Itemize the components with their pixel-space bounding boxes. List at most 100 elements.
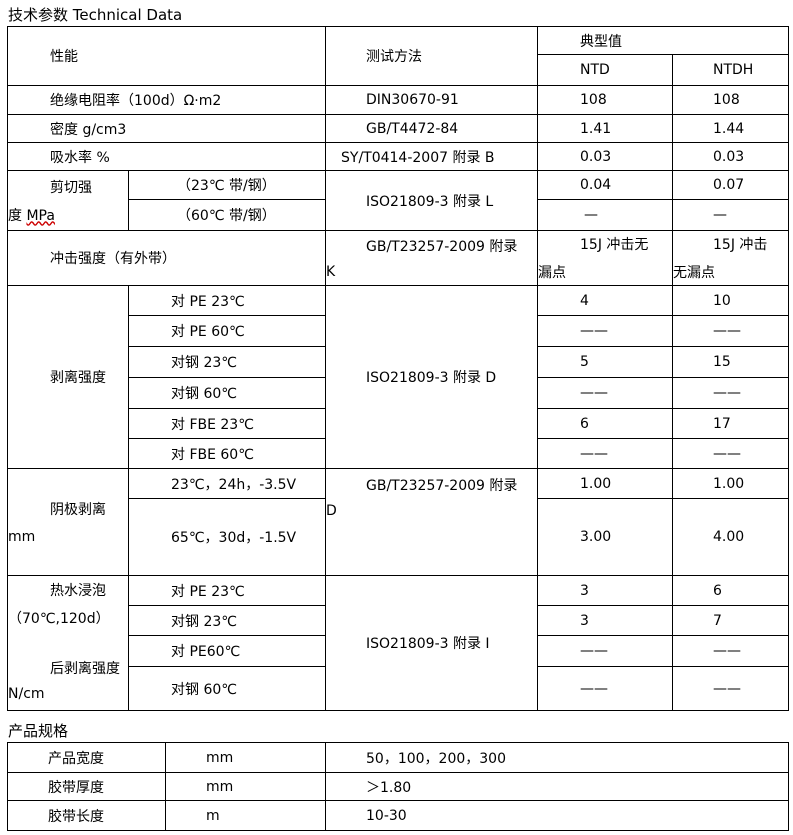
table-row: 对钢 60℃ —— —— bbox=[8, 666, 789, 711]
value-line: 15J 冲击 bbox=[713, 237, 768, 253]
spellcheck-underline: MPa bbox=[26, 207, 55, 224]
cathodic-property: 阴极剥离 mm bbox=[7, 468, 129, 576]
method-cell: GB/T4472-84 bbox=[325, 114, 538, 143]
ntdh-cell: 0.07 bbox=[672, 170, 789, 200]
table-row: 胶带长度 m 10-30 bbox=[7, 800, 789, 831]
condition-cell: 对 PE 60℃ bbox=[128, 315, 326, 347]
ntd-cell: —— bbox=[537, 377, 673, 409]
table-row: 对 FBE 60℃ —— —— bbox=[8, 438, 789, 469]
ntd-cell: 1.41 bbox=[537, 114, 673, 143]
ntd-cell: —— bbox=[537, 438, 673, 469]
ntdh-cell: —— bbox=[672, 438, 789, 469]
condition-cell: （23℃ 带/钢） bbox=[128, 170, 326, 200]
condition-cell: 对 PE60℃ bbox=[128, 635, 326, 667]
spec-value: 50，100，200，300 bbox=[325, 742, 789, 773]
ntdh-cell: 0.03 bbox=[672, 142, 789, 171]
header-typical: 典型值 bbox=[537, 26, 789, 55]
method-cell: ISO21809-3 附录 L bbox=[325, 170, 538, 231]
ntd-cell: 3 bbox=[537, 575, 673, 606]
property-cell: 绝缘电阻率（100d）Ω·m2 bbox=[7, 85, 326, 115]
ntdh-cell: 108 bbox=[672, 85, 789, 115]
method-line: GB/T23257-2009 附录 bbox=[366, 239, 518, 255]
condition-cell: 对钢 60℃ bbox=[128, 377, 326, 409]
ntdh-cell: —— bbox=[672, 377, 789, 409]
condition-cell: 23℃，24h，-3.5V bbox=[128, 468, 326, 499]
peel-property: 剥离强度 bbox=[7, 285, 129, 469]
ntd-cell: —— bbox=[537, 315, 673, 347]
hotwater-property: 热水浸泡 （70℃,120d） 后剥离强度 N/cm bbox=[7, 575, 129, 711]
ntd-cell: 15J 冲击无 漏点 bbox=[537, 230, 673, 286]
condition-cell: 对钢 23℃ bbox=[128, 605, 326, 636]
spec-value: 10-30 bbox=[325, 800, 789, 831]
property-cell: 密度 g/cm3 bbox=[7, 114, 326, 143]
table-row: 剥离强度 对 PE 23℃ ISO21809-3 附录 D 4 10 bbox=[7, 285, 789, 469]
section-title: 技术参数 Technical Data bbox=[8, 6, 183, 24]
ntd-cell: 108 bbox=[537, 85, 673, 115]
ntdh-cell: 4.00 bbox=[672, 498, 789, 576]
spec-unit: mm bbox=[165, 772, 326, 801]
property-line: 阴极剥离 bbox=[50, 502, 106, 518]
header-ntdh: NTDH bbox=[672, 54, 789, 86]
ntd-cell: 5 bbox=[537, 346, 673, 378]
value-line: 15J 冲击无 bbox=[580, 237, 649, 253]
ntd-cell: —— bbox=[537, 635, 673, 667]
method-cell: GB/T23257-2009 附录 D bbox=[325, 468, 538, 576]
table-row: 对 PE 60℃ —— —— bbox=[8, 315, 789, 347]
table-row: 吸水率 % SY/T0414-2007 附录 B 0.03 0.03 bbox=[7, 142, 789, 171]
spec-name: 产品宽度 bbox=[7, 742, 166, 773]
ntd-cell: — bbox=[537, 199, 673, 231]
condition-cell: 对 FBE 23℃ bbox=[128, 408, 326, 439]
table-row: 65℃，30d，-1.5V 3.00 4.00 bbox=[8, 498, 789, 576]
product-spec-table: 产品宽度 mm 50，100，200，300 胶带厚度 mm ＞1.80 胶带长… bbox=[7, 742, 789, 831]
ntdh-cell: 1.00 bbox=[672, 468, 789, 499]
shear-property: 剪切强 度 MPa bbox=[7, 170, 129, 231]
ntdh-cell: —— bbox=[672, 635, 789, 667]
property-line: N/cm bbox=[8, 686, 45, 702]
property-cell: 冲击强度（有外带） bbox=[7, 230, 326, 286]
method-line: D bbox=[326, 503, 337, 519]
method-cell: ISO21809-3 附录 I bbox=[325, 575, 538, 711]
ntd-cell: 3.00 bbox=[537, 498, 673, 576]
header-ntd: NTD bbox=[537, 54, 673, 86]
spec-unit: mm bbox=[165, 742, 326, 773]
spec-title: 产品规格 bbox=[8, 722, 69, 740]
header-property: 性能 bbox=[7, 26, 326, 86]
ntd-cell: 0.04 bbox=[537, 170, 673, 200]
table-row: 对钢 23℃ 3 7 bbox=[8, 605, 789, 636]
method-cell: GB/T23257-2009 附录 K bbox=[325, 230, 538, 286]
table-row: 对 FBE 23℃ 6 17 bbox=[8, 408, 789, 439]
table-row: 对 PE60℃ —— —— bbox=[8, 635, 789, 667]
table-row: 胶带厚度 mm ＞1.80 bbox=[7, 772, 789, 801]
table-row: 密度 g/cm3 GB/T4472-84 1.41 1.44 bbox=[7, 114, 789, 143]
table-row: 阴极剥离 mm 23℃，24h，-3.5V GB/T23257-2009 附录 D … bbox=[7, 468, 789, 576]
property-line: 热水浸泡 bbox=[50, 583, 106, 599]
ntdh-cell: —— bbox=[672, 666, 789, 711]
ntdh-cell: 6 bbox=[672, 575, 789, 606]
table-row: 对钢 60℃ —— —— bbox=[8, 377, 789, 409]
ntdh-cell: — bbox=[672, 199, 789, 231]
ntdh-cell: 15 bbox=[672, 346, 789, 378]
ntdh-cell: —— bbox=[672, 315, 789, 347]
spec-name: 胶带厚度 bbox=[7, 772, 166, 801]
ntd-cell: 4 bbox=[537, 285, 673, 316]
property-line: mm bbox=[8, 529, 36, 545]
condition-cell: 65℃，30d，-1.5V bbox=[128, 498, 326, 576]
condition-cell: 对钢 60℃ bbox=[128, 666, 326, 711]
method-cell: ISO21809-3 附录 D bbox=[325, 285, 538, 469]
property-cell: 吸水率 % bbox=[7, 142, 326, 171]
table-row: 绝缘电阻率（100d）Ω·m2 DIN30670-91 108 108 bbox=[7, 85, 789, 115]
table-row: 剪切强 度 MPa （23℃ 带/钢） ISO21809-3 附录 L 0.04… bbox=[7, 170, 789, 231]
method-cell: SY/T0414-2007 附录 B bbox=[325, 142, 538, 171]
condition-cell: 对钢 23℃ bbox=[128, 346, 326, 378]
ntdh-cell: 17 bbox=[672, 408, 789, 439]
condition-cell: 对 PE 23℃ bbox=[128, 575, 326, 606]
condition-cell: （60℃ 带/钢） bbox=[128, 199, 326, 231]
method-line: K bbox=[326, 264, 336, 280]
ntdh-cell: 15J 冲击 无漏点 bbox=[672, 230, 789, 286]
value-line: 漏点 bbox=[538, 265, 567, 281]
method-cell: DIN30670-91 bbox=[325, 85, 538, 115]
table-row: 冲击强度（有外带） GB/T23257-2009 附录 K 15J 冲击无 漏点 1… bbox=[7, 230, 789, 286]
method-line: GB/T23257-2009 附录 bbox=[366, 478, 518, 494]
table-row: 热水浸泡 （70℃,120d） 后剥离强度 N/cm 对 PE 23℃ ISO2… bbox=[7, 575, 789, 711]
ntd-cell: —— bbox=[537, 666, 673, 711]
